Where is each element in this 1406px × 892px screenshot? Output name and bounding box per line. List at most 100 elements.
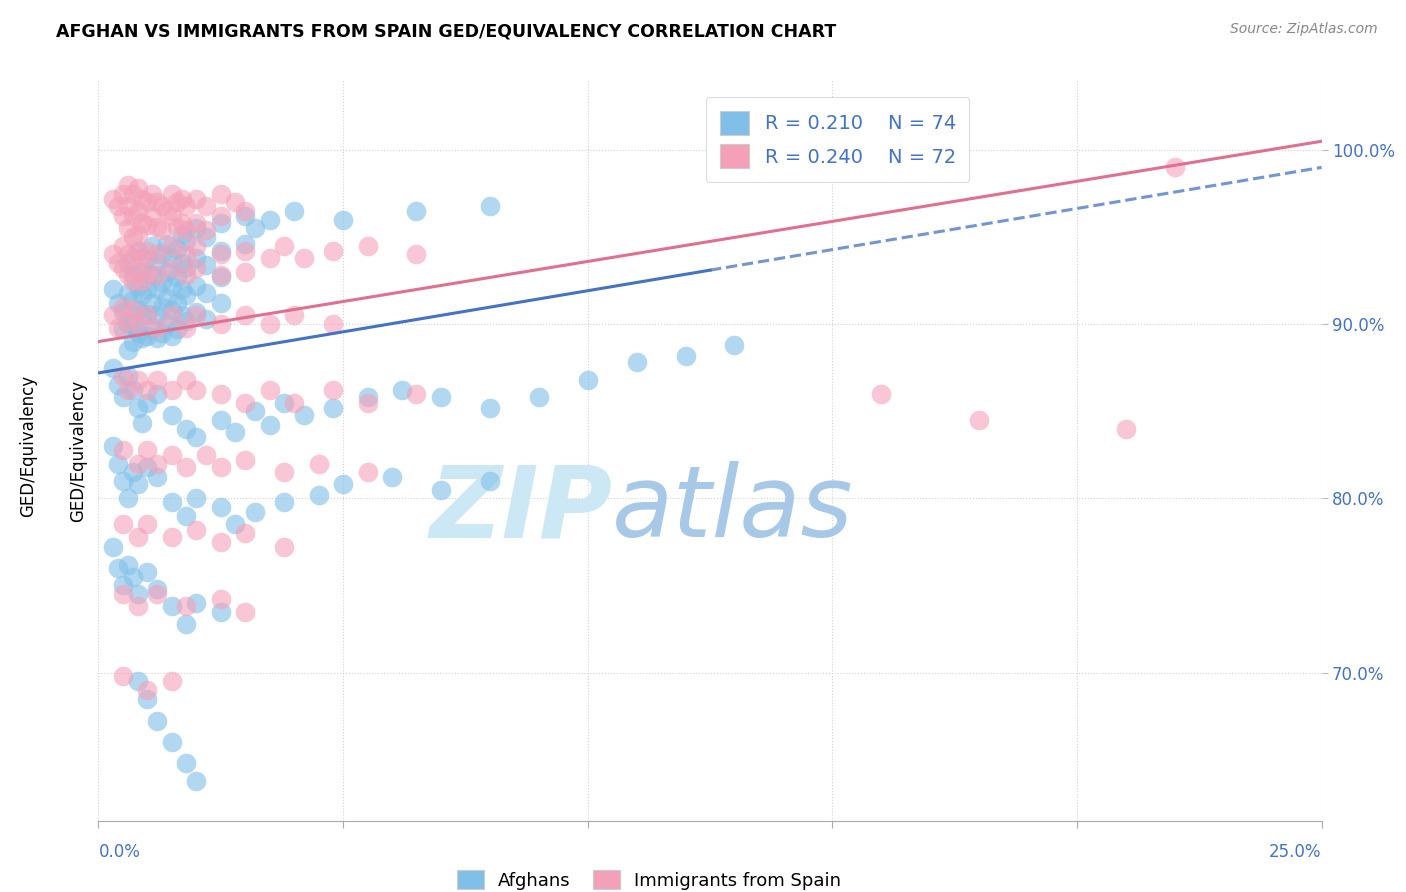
Point bbox=[146, 331, 169, 345]
Point bbox=[146, 457, 169, 471]
Point bbox=[136, 218, 159, 232]
Point bbox=[478, 401, 501, 415]
Point bbox=[121, 293, 143, 307]
Point bbox=[259, 212, 281, 227]
Point bbox=[224, 195, 246, 210]
Point bbox=[136, 282, 159, 296]
Point bbox=[117, 221, 139, 235]
Point bbox=[170, 282, 193, 296]
Point bbox=[209, 244, 232, 258]
Point bbox=[127, 244, 149, 258]
Point bbox=[127, 587, 149, 601]
Point bbox=[170, 192, 193, 206]
Point bbox=[160, 384, 183, 398]
Point bbox=[209, 592, 232, 607]
Point bbox=[117, 317, 139, 331]
Point bbox=[209, 535, 232, 549]
Point bbox=[136, 195, 159, 210]
Point bbox=[723, 338, 745, 352]
Point bbox=[117, 558, 139, 572]
Point bbox=[176, 199, 198, 213]
Point bbox=[186, 309, 208, 323]
Point bbox=[170, 216, 193, 230]
Point bbox=[136, 307, 159, 321]
Point bbox=[527, 390, 550, 404]
Point bbox=[160, 261, 183, 276]
Point bbox=[111, 578, 134, 592]
Point bbox=[195, 223, 218, 237]
Point bbox=[176, 261, 198, 276]
Point bbox=[870, 387, 893, 401]
Point bbox=[127, 227, 149, 241]
Point bbox=[160, 329, 183, 343]
Point bbox=[233, 244, 256, 258]
Point bbox=[131, 192, 153, 206]
Point bbox=[131, 331, 153, 345]
Point bbox=[146, 387, 169, 401]
Point bbox=[111, 369, 134, 384]
Point bbox=[233, 237, 256, 252]
Point bbox=[243, 404, 266, 418]
Point bbox=[176, 373, 198, 387]
Point bbox=[160, 599, 183, 614]
Point bbox=[224, 425, 246, 439]
Point bbox=[405, 387, 427, 401]
Point bbox=[160, 408, 183, 422]
Point bbox=[111, 322, 134, 336]
Point bbox=[160, 309, 183, 323]
Point bbox=[156, 203, 179, 218]
Point bbox=[117, 247, 139, 261]
Point bbox=[136, 683, 159, 698]
Point bbox=[146, 582, 169, 596]
Point bbox=[146, 714, 169, 729]
Point bbox=[283, 395, 305, 409]
Point bbox=[107, 256, 129, 270]
Point bbox=[209, 270, 232, 285]
Point bbox=[170, 227, 193, 241]
Point bbox=[141, 320, 163, 334]
Point bbox=[127, 317, 149, 331]
Point bbox=[117, 199, 139, 213]
Point bbox=[292, 251, 315, 265]
Point bbox=[209, 460, 232, 475]
Point bbox=[273, 495, 295, 509]
Point bbox=[121, 465, 143, 479]
Point bbox=[131, 274, 153, 288]
Point bbox=[136, 329, 159, 343]
Point bbox=[111, 261, 134, 276]
Point bbox=[101, 540, 124, 554]
Point bbox=[101, 439, 124, 453]
Point bbox=[186, 251, 208, 265]
Point bbox=[160, 278, 183, 293]
Point bbox=[136, 395, 159, 409]
Point bbox=[146, 320, 169, 334]
Point bbox=[1164, 161, 1187, 175]
Point bbox=[146, 309, 169, 323]
Point bbox=[176, 599, 198, 614]
Point bbox=[101, 282, 124, 296]
Point bbox=[117, 369, 139, 384]
Point bbox=[160, 495, 183, 509]
Point bbox=[209, 247, 232, 261]
Text: 25.0%: 25.0% bbox=[1270, 843, 1322, 861]
Point bbox=[209, 387, 232, 401]
Point bbox=[107, 199, 129, 213]
Point bbox=[127, 401, 149, 415]
Point bbox=[160, 239, 183, 253]
Point bbox=[576, 373, 599, 387]
Point bbox=[195, 312, 218, 326]
Point bbox=[322, 384, 344, 398]
Point bbox=[111, 186, 134, 201]
Point bbox=[243, 505, 266, 519]
Point bbox=[150, 276, 173, 290]
Point bbox=[233, 453, 256, 467]
Point bbox=[308, 488, 330, 502]
Point bbox=[156, 317, 179, 331]
Point bbox=[160, 251, 183, 265]
Point bbox=[176, 460, 198, 475]
Point bbox=[160, 209, 183, 223]
Point bbox=[273, 395, 295, 409]
Point bbox=[356, 465, 378, 479]
Point bbox=[166, 322, 188, 336]
Point bbox=[176, 756, 198, 771]
